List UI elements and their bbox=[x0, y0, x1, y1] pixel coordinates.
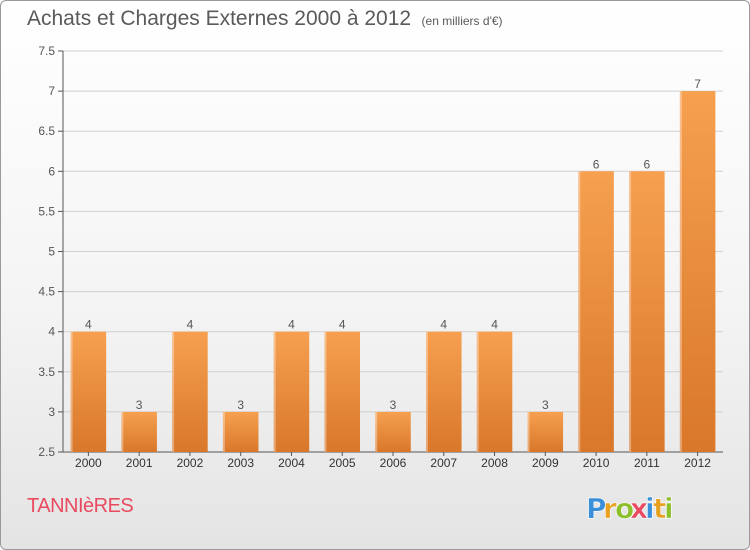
bar-highlight bbox=[578, 171, 581, 453]
y-tick-labels: 2.5 3 3.5 4 4.5 5 5.5 6 6.5 7 7.5 bbox=[38, 44, 55, 459]
bar-value-label: 4 bbox=[339, 318, 346, 332]
x-tick-label: 2000 bbox=[75, 456, 102, 470]
bar bbox=[324, 331, 360, 452]
x-tick-label: 2005 bbox=[329, 456, 356, 470]
bar bbox=[578, 171, 614, 453]
bars bbox=[70, 91, 716, 453]
bar bbox=[273, 331, 310, 452]
bar-value-label: 4 bbox=[440, 318, 447, 332]
x-tick-label: 2006 bbox=[380, 456, 407, 470]
grid-lines bbox=[63, 50, 723, 453]
y-tick-label: 4 bbox=[48, 325, 55, 339]
x-tick-label: 2008 bbox=[481, 456, 508, 470]
bar-value-label: 3 bbox=[542, 398, 549, 412]
bar-value-label: 6 bbox=[644, 157, 651, 171]
x-tick-label: 2011 bbox=[634, 456, 660, 470]
y-tick-label: 6 bbox=[48, 164, 55, 178]
logo-letter: i bbox=[645, 492, 655, 525]
commune-name: TANNIèRES bbox=[27, 495, 134, 517]
y-tick-label: 3 bbox=[48, 405, 55, 419]
logo-letter: r bbox=[603, 492, 617, 525]
chart-subtitle: (en milliers d'€) bbox=[421, 14, 503, 28]
x-tick-label: 2001 bbox=[126, 456, 153, 470]
bar bbox=[375, 411, 411, 452]
y-tick-label: 3.5 bbox=[38, 365, 55, 379]
bar bbox=[426, 331, 462, 452]
x-tick-label: 2003 bbox=[227, 456, 254, 470]
bar-value-label: 3 bbox=[237, 398, 244, 412]
x-tick-label: 2007 bbox=[430, 456, 457, 470]
chart-title: Achats et Charges Externes 2000 à 2012 bbox=[27, 7, 412, 30]
bar-highlight bbox=[70, 331, 73, 452]
bar-highlight bbox=[172, 331, 175, 452]
y-tick-label: 5 bbox=[48, 245, 55, 259]
bar-value-label: 3 bbox=[390, 398, 397, 412]
x-tick-label: 2009 bbox=[532, 456, 559, 470]
bar-highlight bbox=[527, 411, 530, 452]
bar-highlight bbox=[426, 331, 428, 452]
x-tick-label: 2012 bbox=[684, 456, 711, 470]
bar-highlight bbox=[679, 91, 682, 452]
bar-highlight bbox=[121, 411, 124, 452]
bar-highlight bbox=[476, 331, 479, 452]
bar bbox=[679, 91, 716, 452]
bar bbox=[629, 171, 665, 453]
bar bbox=[527, 411, 564, 452]
bar-value-label: 4 bbox=[85, 318, 92, 332]
logo-letter: o bbox=[615, 492, 634, 525]
bar-value-label: 3 bbox=[136, 398, 143, 412]
bar-highlight bbox=[273, 331, 276, 452]
title-row: Achats et Charges Externes 2000 à 2012 (… bbox=[27, 7, 503, 31]
bar bbox=[222, 411, 259, 452]
logo-letter: x bbox=[630, 492, 648, 525]
axes bbox=[58, 50, 723, 456]
x-tick-label: 2010 bbox=[583, 456, 610, 470]
bar-value-label: 7 bbox=[694, 77, 701, 91]
y-tick-label: 5.5 bbox=[38, 204, 55, 218]
y-tick-label: 4.5 bbox=[38, 285, 55, 299]
bar-highlight bbox=[222, 411, 225, 452]
bar-highlight bbox=[324, 331, 327, 452]
bar-value-label: 4 bbox=[491, 318, 498, 332]
x-tick-labels: 2000 2001 2002 2003 2004 2005 2006 2007 2008 2009… bbox=[75, 456, 711, 470]
bar-value-label: 4 bbox=[187, 318, 194, 332]
logo-letter: t bbox=[653, 492, 666, 525]
bar bbox=[121, 411, 157, 452]
x-tick-label: 2002 bbox=[177, 456, 204, 470]
y-tick-label: 7.5 bbox=[38, 44, 55, 58]
x-tick-label: 2004 bbox=[278, 456, 305, 470]
bar-highlight bbox=[375, 411, 378, 452]
y-tick-label: 7 bbox=[48, 84, 55, 98]
bar-value-label: 4 bbox=[288, 318, 295, 332]
logo-letter: P bbox=[586, 492, 607, 525]
logo-letter: i bbox=[664, 492, 674, 525]
bar bbox=[70, 331, 107, 452]
bar bbox=[476, 331, 513, 452]
bar bbox=[172, 331, 208, 452]
bar-highlight bbox=[629, 171, 632, 453]
value-labels: 4 3 4 3 4 4 3 4 4 3 6 6 7 bbox=[85, 77, 701, 412]
bar-value-label: 6 bbox=[593, 157, 600, 171]
y-tick-label: 2.5 bbox=[38, 445, 55, 459]
y-tick-label: 6.5 bbox=[38, 124, 55, 138]
